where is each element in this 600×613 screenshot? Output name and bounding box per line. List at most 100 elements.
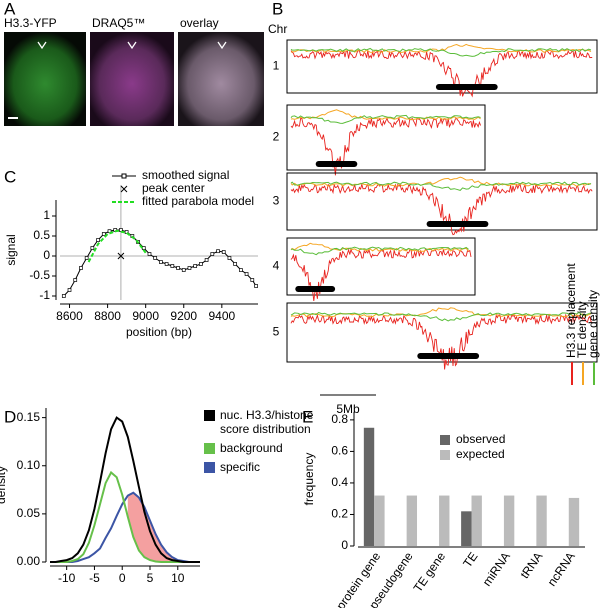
channel-label: overlay — [180, 16, 219, 30]
legend-swatch — [120, 185, 128, 193]
track — [290, 182, 593, 236]
marker — [61, 294, 66, 298]
legend-label: smoothed signal — [142, 168, 229, 182]
marker — [164, 262, 169, 266]
marker — [84, 256, 89, 260]
y-axis-label: frequency — [302, 453, 316, 506]
legend-swatch — [440, 435, 450, 445]
legend-label: gene density — [586, 290, 600, 358]
y-tick-label: -1 — [39, 288, 50, 302]
track — [290, 247, 472, 302]
peak-marker — [117, 252, 125, 260]
track — [291, 246, 469, 256]
track — [290, 311, 592, 322]
legend-label: H3.3 replacement — [564, 263, 578, 358]
legend-swatch — [204, 462, 215, 473]
y-tick-label: 0.2 — [331, 507, 348, 521]
marker — [239, 268, 243, 272]
legend-label: fitted parabola model — [142, 194, 254, 208]
marker — [216, 249, 220, 254]
x-tick-label: 5 — [147, 571, 154, 585]
marker — [199, 262, 203, 266]
marker — [210, 252, 215, 256]
track — [290, 116, 482, 176]
legend: nuc. H3.3/histone score distribution back… — [204, 408, 314, 474]
marker — [193, 264, 198, 268]
marker — [101, 232, 106, 236]
panel-label: D — [4, 407, 16, 426]
y-tick-label: 0 — [341, 538, 348, 552]
marker — [233, 262, 238, 266]
y-tick-label: -0.5 — [29, 268, 50, 282]
channel-label: H3.3-YFP — [4, 16, 57, 30]
chart: C -1 -0.5 0 0.5 1 signal 8600 8800 9000 9200 9400 po… — [4, 167, 258, 339]
bar — [363, 427, 375, 546]
legend-label: expected — [456, 447, 505, 461]
track — [290, 50, 593, 98]
panel-label: B — [272, 0, 283, 18]
x-tick-label: 9200 — [170, 309, 197, 323]
legend-label: specific — [220, 460, 261, 474]
track — [290, 176, 592, 187]
channel-label: DRAQ5™ — [92, 16, 145, 30]
panel-a: A H3.3-YFP DRAQ5™ overlay — [4, 0, 264, 126]
track — [290, 181, 592, 191]
chromosome-label: 5 — [273, 325, 280, 339]
y-tick-label: 0 — [43, 248, 50, 262]
bar — [471, 495, 482, 546]
legend-swatch — [204, 410, 215, 421]
bar — [374, 495, 385, 546]
y-tick-label: 0.05 — [17, 506, 41, 520]
marker — [187, 266, 192, 270]
y-tick-label: 0.4 — [331, 475, 348, 489]
shade — [127, 492, 184, 562]
line — [50, 491, 200, 563]
chromosome-box — [286, 172, 598, 231]
y-tick-label: 0.10 — [17, 458, 41, 472]
marker — [170, 264, 175, 268]
x-tick-label: 9400 — [208, 309, 235, 323]
chromosome-label: 1 — [273, 59, 280, 73]
x-tick-label: miRNA — [480, 550, 513, 589]
track — [290, 109, 481, 121]
marker — [79, 266, 83, 270]
marker — [221, 250, 226, 254]
marker — [250, 278, 255, 282]
marker — [90, 246, 95, 250]
panel-label: E — [302, 407, 313, 426]
legend-item: specific — [204, 460, 314, 474]
y-axis-label: density — [0, 466, 8, 504]
marker — [153, 256, 158, 260]
micrograph — [90, 32, 174, 126]
x-tick-label: 10 — [171, 571, 185, 585]
chromosome-box — [286, 104, 486, 171]
legend-swatch — [440, 450, 450, 460]
marker — [254, 284, 258, 288]
bar — [503, 495, 515, 546]
line — [87, 229, 147, 263]
marker — [244, 272, 249, 276]
legend-label: observed — [456, 432, 505, 446]
panel-label: A — [4, 0, 16, 18]
legend-label: background — [220, 441, 283, 455]
x-tick-label: 0 — [119, 571, 126, 585]
micrograph — [4, 32, 86, 126]
y-tick-label: 0.6 — [331, 444, 348, 458]
track — [290, 307, 592, 318]
y-tick-label: 0.5 — [33, 228, 50, 242]
marker — [141, 246, 146, 250]
x-axis-label: position (bp) — [126, 325, 192, 339]
y-tick-label: 1 — [43, 208, 50, 222]
x-tick-label: ncRNA — [545, 550, 578, 589]
marker — [159, 260, 163, 264]
x-tick-label: 8800 — [94, 309, 121, 323]
chromosome-label: 2 — [273, 130, 280, 144]
marker — [181, 268, 186, 272]
axis-label: Chr — [268, 22, 287, 36]
marker — [227, 256, 232, 260]
legend-label: peak center — [142, 181, 205, 195]
line — [50, 416, 200, 563]
x-tick-label: tRNA — [517, 550, 545, 582]
